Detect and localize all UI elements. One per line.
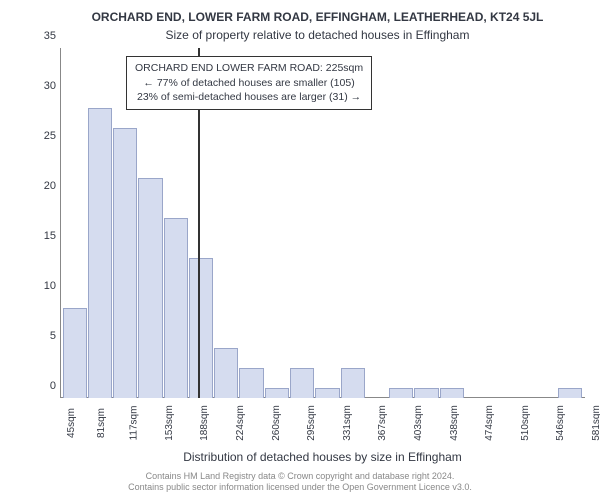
y-tick: 30 [28, 80, 56, 92]
footer-line2: Contains public sector information licen… [0, 482, 600, 494]
histogram-bar [341, 368, 365, 398]
x-axis-label: Distribution of detached houses by size … [60, 450, 585, 464]
x-tick: 474sqm [484, 405, 506, 441]
histogram-bar [315, 388, 339, 398]
plot-area: Number of detached properties 0510152025… [60, 48, 585, 428]
histogram-bar [214, 348, 238, 398]
x-tick: 510sqm [519, 405, 541, 441]
chart-title-main: ORCHARD END, LOWER FARM ROAD, EFFINGHAM,… [50, 10, 585, 24]
histogram-bar [265, 388, 289, 398]
y-tick: 25 [28, 130, 56, 142]
x-tick: 153sqm [164, 405, 186, 441]
histogram-bar [290, 368, 314, 398]
x-tick: 295sqm [306, 405, 328, 441]
x-axis-ticks: 45sqm81sqm117sqm153sqm188sqm224sqm260sqm… [60, 398, 585, 434]
x-tick: 546sqm [555, 405, 577, 441]
x-tick: 438sqm [448, 405, 470, 441]
y-tick: 0 [28, 380, 56, 392]
x-tick: 403sqm [413, 405, 435, 441]
y-tick: 35 [28, 30, 56, 42]
chart-container: ORCHARD END, LOWER FARM ROAD, EFFINGHAM,… [0, 0, 600, 500]
annotation-line1: ORCHARD END LOWER FARM ROAD: 225sqm [135, 61, 363, 76]
y-tick: 5 [28, 330, 56, 342]
footer-line1: Contains HM Land Registry data © Crown c… [0, 471, 600, 483]
x-tick: 45sqm [66, 408, 88, 438]
histogram-bar [414, 388, 438, 398]
histogram-bar [389, 388, 413, 398]
histogram-bar [138, 178, 162, 398]
x-tick: 581sqm [591, 405, 600, 441]
y-tick: 10 [28, 280, 56, 292]
annotation-line2: ← 77% of detached houses are smaller (10… [135, 76, 363, 91]
y-axis: 05101520253035 [28, 48, 56, 398]
x-tick: 81sqm [96, 408, 118, 438]
histogram-bar [558, 388, 582, 398]
x-tick: 224sqm [235, 405, 257, 441]
x-tick: 188sqm [199, 405, 221, 441]
annotation-line3: 23% of semi-detached houses are larger (… [135, 90, 363, 105]
x-tick: 260sqm [270, 405, 292, 441]
annotation-box: ORCHARD END LOWER FARM ROAD: 225sqm ← 77… [126, 56, 372, 110]
x-tick: 367sqm [377, 405, 399, 441]
histogram-bar [164, 218, 188, 398]
x-tick: 117sqm [128, 406, 150, 441]
y-tick: 15 [28, 230, 56, 242]
y-tick: 20 [28, 180, 56, 192]
histogram-bar [88, 108, 112, 398]
histogram-bar [189, 258, 213, 398]
histogram-bar [440, 388, 464, 398]
histogram-bar [239, 368, 263, 398]
histogram-bar [113, 128, 137, 398]
chart-title-sub: Size of property relative to detached ho… [50, 28, 585, 42]
x-tick: 331sqm [342, 405, 364, 441]
histogram-bar [63, 308, 87, 398]
footer: Contains HM Land Registry data © Crown c… [0, 471, 600, 494]
